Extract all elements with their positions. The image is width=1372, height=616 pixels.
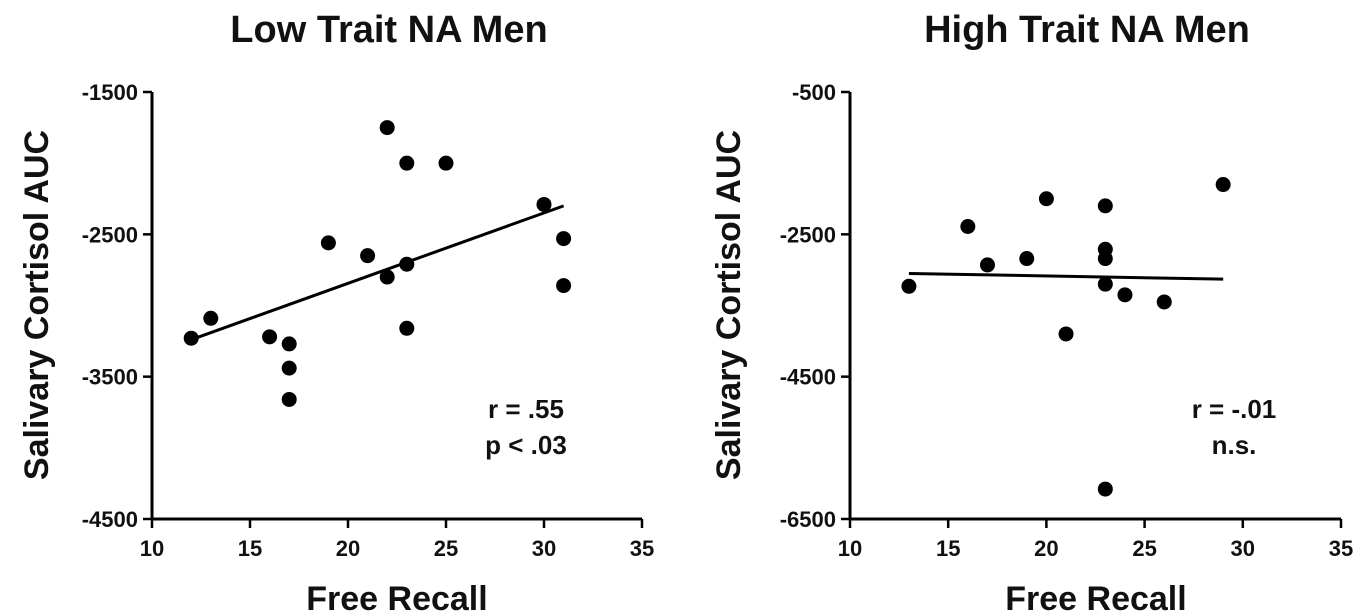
y-tick-label: -500 <box>792 80 836 105</box>
data-point <box>379 269 395 285</box>
x-tick-label: 30 <box>532 536 556 561</box>
y-tick-label: -4500 <box>780 365 836 390</box>
data-point <box>262 329 278 345</box>
data-point <box>556 278 572 294</box>
data-point <box>1117 287 1133 303</box>
data-point <box>399 155 415 171</box>
x-tick-label: 20 <box>336 536 360 561</box>
data-point <box>438 155 454 171</box>
x-tick-label: 35 <box>1329 536 1353 561</box>
data-point <box>183 330 199 346</box>
y-tick-label: -6500 <box>780 507 836 532</box>
data-point <box>901 278 917 294</box>
data-point <box>360 248 376 264</box>
data-point <box>1097 251 1113 267</box>
data-point <box>1097 481 1113 497</box>
y-tick-label: -2500 <box>780 222 836 247</box>
chart-panel-high-trait: High Trait NA Men Salivary Cortisol AUC … <box>710 9 1353 616</box>
y-tick-label: -3500 <box>82 365 138 390</box>
data-point <box>1019 251 1035 267</box>
data-point <box>281 336 297 352</box>
regression-line <box>908 271 1224 281</box>
x-tick-label: 15 <box>238 536 262 561</box>
data-point <box>320 235 336 251</box>
annotation-ns: n.s. <box>1212 430 1257 460</box>
data-point <box>1097 276 1113 292</box>
data-point <box>556 231 572 247</box>
annotation-r: r = .55 <box>488 394 564 424</box>
data-point <box>1058 326 1074 342</box>
data-point <box>281 391 297 407</box>
data-point <box>960 219 976 235</box>
x-axis-label: Free Recall <box>1005 580 1186 616</box>
data-point <box>399 320 415 336</box>
x-tick-label: 10 <box>140 536 164 561</box>
y-tick-label: -1500 <box>82 80 138 105</box>
chart-title: Low Trait NA Men <box>230 9 547 51</box>
data-point <box>379 120 395 136</box>
y-axis-label: Salivary Cortisol AUC <box>18 130 56 480</box>
annotation-p: p < .03 <box>485 430 567 460</box>
regression-line <box>190 204 565 342</box>
x-tick-label: 10 <box>838 536 862 561</box>
chart-title: High Trait NA Men <box>924 9 1250 51</box>
y-axis-label: Salivary Cortisol AUC <box>710 130 748 480</box>
data-point <box>281 360 297 376</box>
y-tick-label: -4500 <box>82 507 138 532</box>
data-point <box>399 256 415 272</box>
x-tick-label: 15 <box>936 536 960 561</box>
annotation-r: r = -.01 <box>1192 394 1277 424</box>
data-point <box>1097 198 1113 214</box>
y-tick-label: -2500 <box>82 222 138 247</box>
x-tick-label: 25 <box>1132 536 1156 561</box>
data-point <box>203 310 219 326</box>
x-axis-label: Free Recall <box>306 580 487 616</box>
data-point <box>1156 294 1172 310</box>
data-point <box>536 196 552 212</box>
data-point <box>979 257 995 273</box>
x-tick-label: 30 <box>1231 536 1255 561</box>
x-tick-label: 25 <box>434 536 458 561</box>
x-tick-label: 35 <box>630 536 654 561</box>
data-point <box>1215 177 1231 193</box>
x-tick-label: 20 <box>1034 536 1058 561</box>
data-point <box>1038 191 1054 207</box>
chart-panel-low-trait: Low Trait NA Men Salivary Cortisol AUC F… <box>18 9 654 616</box>
